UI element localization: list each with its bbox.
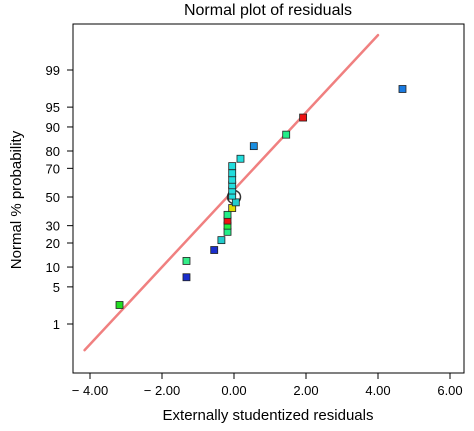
data-point <box>228 175 237 184</box>
data-point <box>210 246 219 254</box>
plot-frame <box>72 23 465 374</box>
y-tick-label: 20 <box>46 236 60 251</box>
data-point <box>228 169 237 178</box>
data-point <box>231 198 240 207</box>
data-points <box>115 85 407 309</box>
y-tick-label: 30 <box>46 219 60 234</box>
x-tick-label: 2.00 <box>293 383 318 398</box>
data-point <box>299 113 308 122</box>
y-tick-label: 80 <box>46 144 60 159</box>
data-point <box>282 130 291 139</box>
x-tick-label: 4.00 <box>365 383 390 398</box>
x-axis: − 4.00 − 2.00 0.00 2.00 4.00 6.00 <box>72 373 463 398</box>
x-axis-label: Externally studentized residuals <box>163 407 374 424</box>
data-point <box>217 236 226 245</box>
data-point <box>182 257 191 265</box>
data-point <box>228 162 237 171</box>
y-axis-label: Normal % probability <box>8 130 25 269</box>
data-point <box>115 301 124 309</box>
x-tick-label: − 2.00 <box>144 383 181 398</box>
data-point <box>223 210 232 219</box>
y-tick-label: 50 <box>46 190 60 205</box>
y-tick-label: 90 <box>46 120 60 135</box>
data-point <box>249 142 258 151</box>
x-tick-label: 0.00 <box>221 383 246 398</box>
y-axis: 1 5 10 20 30 50 70 80 90 95 99 <box>46 63 73 332</box>
data-point <box>182 273 191 282</box>
x-tick-label: 6.00 <box>437 383 462 398</box>
y-tick-label: 10 <box>46 260 60 275</box>
y-tick-label: 5 <box>53 280 60 295</box>
data-point <box>398 85 407 93</box>
y-tick-label: 1 <box>53 317 60 332</box>
x-tick-label: − 4.00 <box>72 383 109 398</box>
y-tick-label: 95 <box>46 100 60 115</box>
y-tick-label: 70 <box>46 161 60 176</box>
data-point <box>236 154 245 163</box>
chart-title: Normal plot of residuals <box>184 2 352 19</box>
y-tick-label: 99 <box>46 63 60 78</box>
